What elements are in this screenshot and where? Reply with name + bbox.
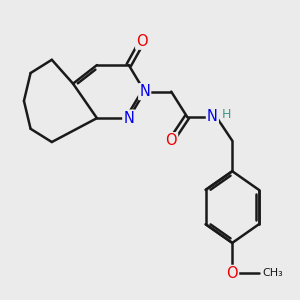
- Text: N: N: [123, 111, 134, 126]
- Text: O: O: [226, 266, 238, 281]
- Text: N: N: [207, 109, 218, 124]
- Text: N: N: [139, 84, 150, 99]
- Text: O: O: [165, 133, 177, 148]
- Text: CH₃: CH₃: [263, 268, 284, 278]
- Text: O: O: [136, 34, 148, 49]
- Text: H: H: [222, 108, 231, 121]
